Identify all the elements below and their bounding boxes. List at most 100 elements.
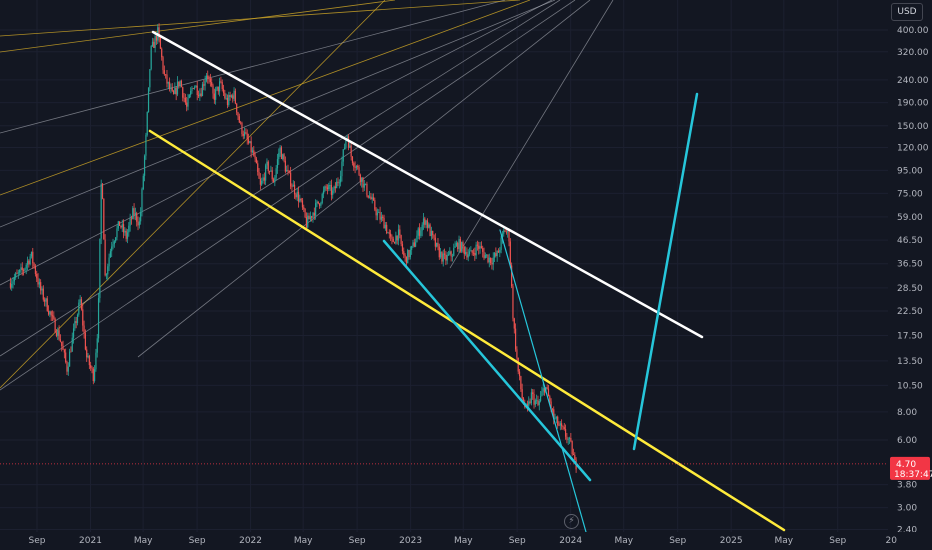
- candle-155: [213, 88, 215, 104]
- projection-line[interactable]: [632, 92, 699, 451]
- candle-356: [478, 241, 480, 255]
- candle-297: [400, 234, 402, 247]
- candle-348: [467, 249, 469, 262]
- candle-9: [21, 262, 23, 276]
- fan-line-10[interactable]: [0, 0, 521, 37]
- fan-line-8[interactable]: [137, 0, 591, 358]
- candle-110: [154, 32, 156, 53]
- fan-line-0[interactable]: [0, 0, 386, 389]
- candle-230: [312, 212, 314, 223]
- candle-409: [547, 385, 550, 397]
- fan-line-9[interactable]: [449, 0, 614, 269]
- price-tick-label: 75.00: [897, 189, 923, 199]
- candle-353: [474, 247, 476, 261]
- candle-369: [495, 247, 497, 258]
- candle-159: [218, 77, 221, 97]
- candle-23: [40, 279, 42, 295]
- candle-291: [392, 236, 394, 243]
- candle-384: [514, 323, 517, 352]
- candle-219: [297, 186, 300, 208]
- candlesticks[interactable]: [9, 23, 577, 473]
- candle-46: [70, 346, 72, 353]
- candle-215: [292, 180, 294, 187]
- candle-278: [375, 207, 377, 221]
- candle-364: [488, 253, 490, 268]
- fan-line-7[interactable]: [0, 0, 576, 391]
- time-tick-label: May: [614, 536, 633, 546]
- candle-200: [272, 177, 275, 183]
- candle-406: [543, 387, 546, 396]
- candle-341: [458, 235, 460, 253]
- candle-3: [13, 273, 15, 286]
- candle-115: [161, 47, 163, 61]
- candle-395: [529, 398, 531, 405]
- time-tick-label: Sep: [829, 536, 846, 546]
- candle-236: [320, 201, 322, 208]
- candle-148: [204, 75, 206, 91]
- candle-97: [137, 216, 139, 231]
- fan-line-3[interactable]: [0, 0, 531, 196]
- candle-34: [54, 317, 56, 334]
- candle-88: [125, 228, 127, 242]
- candle-254: [343, 143, 346, 150]
- price-tick-label: 3.00: [897, 504, 917, 514]
- candle-78: [112, 238, 114, 250]
- candle-93: [132, 206, 134, 220]
- candle-65: [95, 348, 97, 372]
- candle-367: [492, 252, 494, 271]
- candle-45: [69, 348, 71, 367]
- candle-90: [128, 222, 130, 237]
- candle-264: [357, 164, 359, 170]
- bar-countdown: 18:37:47: [894, 470, 932, 480]
- time-tick-label: Sep: [509, 536, 526, 546]
- fan-line-1[interactable]: [0, 0, 396, 53]
- candle-162: [222, 84, 225, 96]
- candle-402: [538, 398, 540, 411]
- candle-316: [425, 219, 427, 229]
- trend-lines[interactable]: [148, 30, 786, 533]
- time-axis[interactable]: Sep 2021 May Sep 2022 May Sep 2023 May Sep 2024 May…: [0, 532, 932, 550]
- candle-35: [55, 329, 58, 338]
- wedge-upper-line[interactable]: [382, 239, 592, 482]
- candle-151: [208, 75, 210, 84]
- candle-414: [554, 413, 556, 420]
- candle-415: [555, 416, 557, 424]
- candle-33: [53, 311, 55, 321]
- candle-63: [92, 366, 94, 385]
- candle-22: [38, 278, 40, 289]
- candle-427: [571, 440, 573, 457]
- candle-312: [420, 226, 422, 238]
- price-tick-label: 120.00: [897, 144, 929, 154]
- candle-79: [113, 240, 115, 248]
- candle-24: [41, 286, 43, 295]
- channel-top-line[interactable]: [151, 30, 704, 339]
- fan-line-2[interactable]: [0, 0, 506, 134]
- candle-189: [258, 168, 260, 179]
- currency-button[interactable]: USD: [891, 3, 923, 21]
- candle-334: [449, 247, 451, 256]
- candle-143: [197, 90, 200, 99]
- time-tick-label: Sep: [189, 536, 206, 546]
- candle-350: [470, 246, 472, 252]
- candle-124: [172, 89, 175, 95]
- lightning-icon[interactable]: ⚡: [564, 514, 579, 529]
- candle-354: [475, 241, 477, 259]
- fan-line-5[interactable]: [0, 0, 553, 286]
- candle-166: [228, 91, 230, 107]
- candle-306: [412, 239, 414, 249]
- candle-38: [59, 334, 62, 343]
- candle-50: [75, 316, 77, 329]
- wedge-lower-line[interactable]: [499, 229, 587, 533]
- candle-295: [397, 224, 400, 246]
- candle-279: [376, 208, 379, 221]
- fan-line-4[interactable]: [0, 0, 556, 228]
- candle-363: [487, 254, 489, 264]
- candle-4: [15, 271, 17, 280]
- candle-401: [537, 395, 539, 407]
- candle-403: [539, 390, 542, 403]
- candle-330: [443, 248, 446, 260]
- fan-line-6[interactable]: [0, 0, 561, 357]
- candle-313: [421, 222, 423, 237]
- candle-259: [350, 142, 352, 161]
